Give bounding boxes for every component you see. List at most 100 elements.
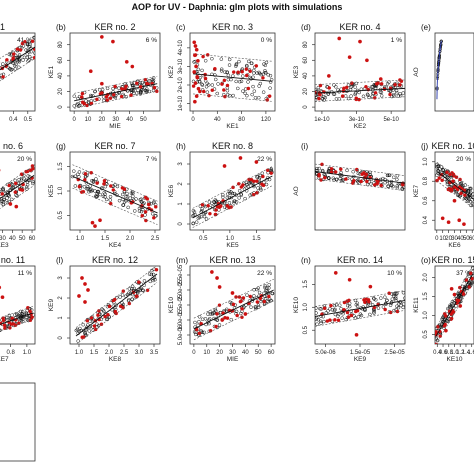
simulated-point — [17, 317, 21, 321]
x-tick-label: 50 — [19, 236, 26, 242]
simulated-point — [255, 175, 259, 179]
panel-f: (f)KER no. 620 %01020304050601.01.52.0KE… — [0, 141, 36, 249]
x-tick-label: 1e-10 — [314, 117, 330, 123]
panel-percent: 10 % — [387, 270, 402, 277]
observed-point — [322, 306, 327, 311]
simulated-point — [205, 90, 210, 94]
observed-point — [379, 82, 384, 86]
simulated-point — [150, 268, 154, 273]
simulated-point — [257, 70, 261, 75]
interval-line — [0, 165, 35, 189]
observed-point — [463, 193, 467, 197]
observed-point — [388, 92, 392, 97]
panel-frame — [314, 151, 406, 231]
simulated-point — [351, 169, 355, 174]
panel-title: KER no. 6 — [0, 141, 23, 151]
observed-point — [191, 84, 196, 88]
observed-point — [350, 81, 354, 85]
simulated-point — [200, 82, 204, 87]
simulated-point — [204, 84, 209, 89]
simulated-point — [207, 321, 211, 326]
simulated-point — [105, 86, 110, 91]
simulated-point — [77, 170, 82, 174]
observed-point — [368, 284, 373, 289]
simulated-point — [257, 95, 261, 100]
y-tick-label: 0.5 — [423, 330, 429, 339]
simulated-point — [76, 172, 80, 177]
observed-point — [328, 318, 332, 322]
simulated-point — [258, 81, 263, 86]
y-tick-label: 0.6 — [423, 196, 429, 205]
x-tick-label: 50 — [140, 117, 147, 123]
y-axis-label: KE1 — [48, 65, 55, 78]
simulated-point — [263, 294, 267, 299]
observed-point — [83, 300, 87, 304]
simulated-point — [383, 295, 387, 299]
y-tick-label: 20 — [58, 88, 64, 95]
observed-point — [146, 202, 151, 207]
simulated-point — [191, 221, 196, 225]
simulated-point — [28, 42, 32, 46]
simulated-point — [223, 70, 227, 74]
simulated-point — [200, 317, 205, 322]
panel-title: KER no. 4 — [339, 22, 380, 32]
panel-g: (g) KER no. 77 %1.0 1.5 2.0 2.50.51.01.5KE4K… — [48, 141, 161, 249]
observed-point — [97, 309, 101, 313]
interval-line — [315, 290, 405, 307]
observed-point — [137, 280, 141, 284]
y-tick-label: 1e-10 — [178, 95, 184, 111]
simulated-point — [261, 72, 266, 76]
observed-point — [217, 205, 222, 209]
simulated-point — [395, 185, 400, 190]
observed-point — [364, 297, 368, 301]
simulated-point — [89, 94, 94, 99]
observed-point — [80, 276, 84, 280]
observed-point — [108, 96, 113, 100]
simulated-point — [471, 269, 474, 274]
interval-line — [192, 166, 273, 209]
simulated-point — [446, 306, 450, 311]
observed-point — [440, 178, 444, 183]
simulated-point — [251, 84, 255, 89]
panel-title: KER no. 13 — [209, 255, 255, 265]
fit-line — [192, 175, 273, 219]
observed-point — [435, 330, 438, 334]
simulated-point — [89, 189, 93, 194]
observed-point — [261, 76, 265, 80]
simulated-point — [84, 99, 88, 103]
observed-point — [327, 86, 331, 90]
observed-point — [111, 92, 116, 97]
y-tick-label: 1.0 — [423, 157, 429, 166]
x-tick-label: 2.0 — [126, 236, 135, 242]
observed-point — [112, 297, 117, 302]
observed-point — [13, 190, 18, 194]
simulated-point — [248, 193, 252, 197]
x-tick-label: 0.8 — [6, 350, 15, 356]
simulated-point — [395, 173, 400, 178]
observed-point — [449, 187, 454, 192]
interval-line — [72, 187, 158, 225]
x-tick-label: 0.5 — [199, 236, 208, 242]
x-tick-label: 60 — [29, 236, 36, 242]
simulated-point — [225, 92, 230, 97]
observed-point — [77, 294, 81, 298]
observed-point — [83, 172, 88, 176]
observed-point — [247, 177, 251, 182]
simulated-point — [8, 66, 12, 71]
simulated-point — [233, 199, 237, 203]
y-axis-label: KE3 — [293, 65, 300, 78]
simulated-point — [326, 176, 331, 180]
simulated-point — [255, 71, 259, 75]
simulated-point — [374, 298, 378, 302]
simulated-point — [231, 93, 235, 98]
simulated-point — [134, 197, 138, 201]
x-tick-label: 1.5 — [101, 236, 110, 242]
panel-b: (b) KER no. 2 6 % 0 10 20 30 40 50 0 20 40 60 80 MIE KE… — [48, 22, 161, 130]
simulated-point — [263, 285, 267, 290]
observed-point — [105, 98, 109, 102]
simulated-point — [328, 307, 332, 311]
observed-point — [201, 89, 206, 94]
y-axis-label: KE9 — [48, 298, 55, 311]
observed-point — [8, 202, 13, 206]
x-tick-label: 50 — [463, 236, 470, 242]
